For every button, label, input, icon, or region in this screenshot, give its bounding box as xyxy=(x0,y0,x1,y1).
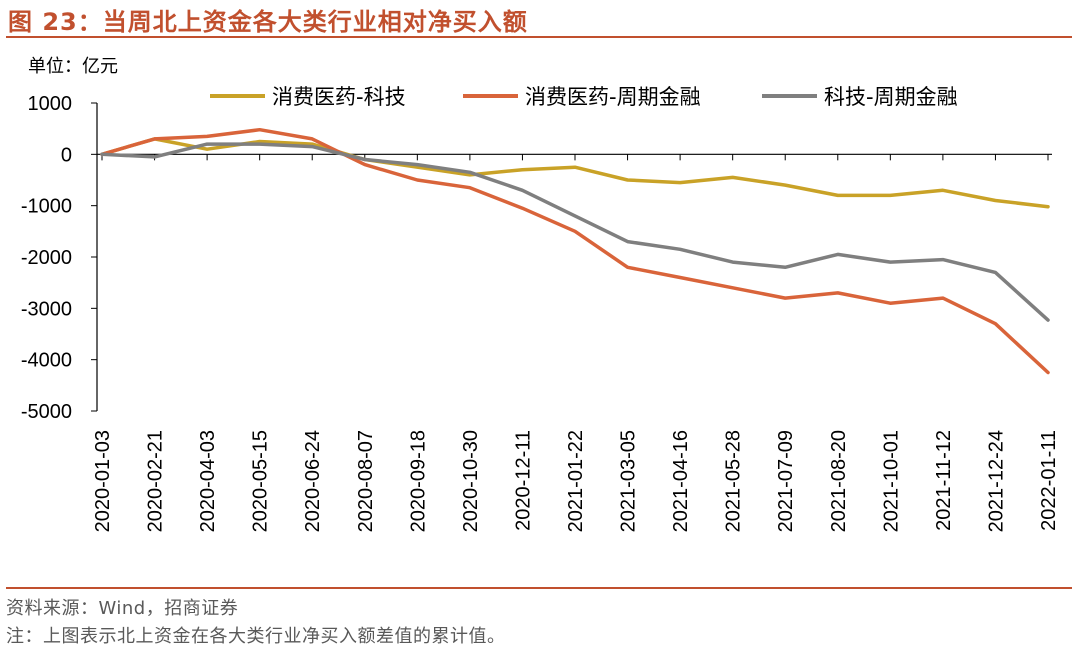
unit-label: 单位：亿元 xyxy=(28,56,118,77)
legend-label: 消费医药-科技 xyxy=(272,85,406,109)
x-tick-labels: 2020-01-03 2020-02-21 2020-04-03 2020-05-15… xyxy=(92,430,1060,532)
x-tick-label: 2021-04-16 xyxy=(670,430,692,532)
chart-legend: 消费医药-科技 消费医药-周期金融 科技-周期金融 xyxy=(210,85,958,109)
x-tick-label: 2021-11-12 xyxy=(933,430,955,531)
x-tick-label: 2020-01-03 xyxy=(92,430,114,532)
series-line xyxy=(100,137,1050,209)
chart-axes xyxy=(91,102,1052,412)
source-text: 资料来源：Wind，招商证券 xyxy=(6,598,239,619)
series-line xyxy=(100,142,1050,322)
x-tick-label: 2020-06-24 xyxy=(302,430,324,532)
title-rule xyxy=(6,36,1072,38)
x-tick-label: 2020-12-11 xyxy=(512,430,534,531)
legend-label: 消费医药-周期金融 xyxy=(525,85,701,109)
x-tick-label: 2022-01-11 xyxy=(1038,430,1060,531)
x-tick-label: 2021-08-20 xyxy=(828,430,850,532)
x-tick-label: 2021-12-24 xyxy=(985,430,1007,532)
line-chart: 1000 0 -1000 -2000 -3000 -4000 -5000 2020-01-0… xyxy=(21,85,1060,532)
note-text: 注：上图表示北上资金在各大类行业净买入额差值的累计值。 xyxy=(6,626,506,647)
y-tick-label: -1000 xyxy=(21,196,72,218)
x-tick-label: 2021-07-09 xyxy=(775,430,797,532)
y-tick-label: -5000 xyxy=(21,401,72,423)
x-tick-label: 2020-02-21 xyxy=(145,430,167,532)
series-line xyxy=(100,127,1050,375)
x-tick-label: 2021-05-28 xyxy=(723,430,745,532)
x-tick-label: 2020-10-30 xyxy=(460,430,482,532)
x-tick-label: 2020-09-18 xyxy=(407,430,429,532)
y-tick-label: -2000 xyxy=(21,247,72,269)
figure-title: 图 23：当周北上资金各大类行业相对净买入额 xyxy=(8,8,528,36)
x-tick-label: 2021-03-05 xyxy=(618,430,640,532)
y-tick-label: 0 xyxy=(61,144,72,166)
legend-label: 科技-周期金融 xyxy=(824,85,958,109)
x-tick-label: 2021-01-22 xyxy=(565,430,587,532)
y-tick-label: 1000 xyxy=(28,93,73,115)
x-tick-label: 2020-08-07 xyxy=(355,430,377,532)
y-tick-label: -4000 xyxy=(21,350,72,372)
y-tick-labels: 1000 0 -1000 -2000 -3000 -4000 -5000 xyxy=(21,93,72,423)
x-tick-label: 2021-10-01 xyxy=(880,430,902,532)
x-tick-label: 2020-05-15 xyxy=(250,430,272,532)
x-tick-label: 2020-04-03 xyxy=(197,430,219,532)
footer-rule xyxy=(6,587,1072,589)
y-tick-label: -3000 xyxy=(21,298,72,320)
series-lines xyxy=(100,127,1050,375)
